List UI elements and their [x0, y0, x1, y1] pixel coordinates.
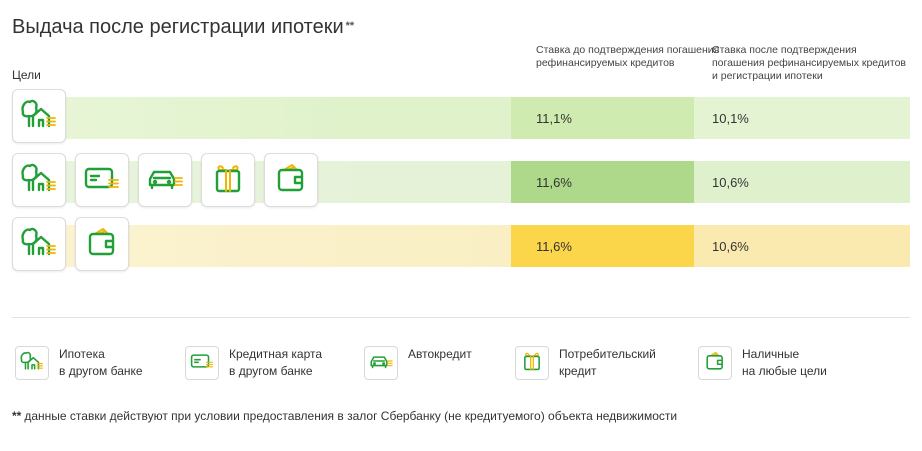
legend-item-car: Автокредит	[364, 346, 528, 380]
goal-tile-gift[interactable]	[201, 153, 255, 207]
gift-icon	[208, 160, 248, 201]
rate-after-cell: 10,6%	[694, 161, 910, 203]
mortgage-icon	[19, 160, 59, 201]
goal-tile-wallet[interactable]	[75, 217, 129, 271]
legend-line2: в другом банке	[229, 364, 313, 378]
legend-line1: Наличные	[742, 347, 800, 361]
legend-line1: Потребительский	[559, 347, 656, 361]
legend-icon-tile	[15, 346, 49, 380]
legend-item-credit-card: Кредитная карта в другом банке	[185, 346, 349, 380]
car-icon	[368, 349, 394, 378]
legend-item-gift: Потребительский кредит	[515, 346, 679, 380]
goals-label: Цели	[12, 68, 41, 82]
legend-line2: в другом банке	[59, 364, 143, 378]
legend-icon-tile	[364, 346, 398, 380]
legend-text: Ипотека в другом банке	[59, 346, 179, 380]
credit-card-icon	[189, 349, 215, 378]
legend-item-mortgage: Ипотека в другом банке	[15, 346, 179, 380]
rate-before-cell: 11,1%	[511, 97, 694, 139]
rate-row-1: 11,1% 10,1%	[12, 89, 910, 143]
legend-item-wallet: Наличные на любые цели	[698, 346, 862, 380]
mortgage-icon	[19, 96, 59, 137]
section-divider	[12, 317, 910, 318]
rate-before-value: 11,6%	[536, 238, 572, 254]
gift-icon	[519, 349, 545, 378]
rate-before-cell: 11,6%	[511, 161, 694, 203]
goal-tile-mortgage[interactable]	[12, 153, 66, 207]
legend-text: Кредитная карта в другом банке	[229, 346, 349, 380]
page-title-text: Выдача после регистрации ипотеки	[12, 16, 344, 38]
footnote-mark: **	[12, 409, 22, 423]
title-footnote-mark: **	[345, 20, 355, 32]
rate-row-3: 11,6% 10,6%	[12, 217, 910, 271]
rate-after-cell: 10,6%	[694, 225, 910, 267]
rate-after-value: 10,6%	[712, 174, 749, 190]
mortgage-icon	[19, 349, 45, 378]
wallet-icon	[82, 224, 122, 265]
legend-text: Наличные на любые цели	[742, 346, 862, 380]
goal-tile-wallet[interactable]	[264, 153, 318, 207]
rate-after-cell: 10,1%	[694, 97, 910, 139]
footnote-text: данные ставки действуют при условии пред…	[24, 409, 678, 423]
rate-after-value: 10,6%	[712, 238, 749, 254]
wallet-icon	[271, 160, 311, 201]
rate-before-value: 11,1%	[536, 110, 572, 126]
legend-icon-tile	[185, 346, 219, 380]
rate-after-value: 10,1%	[712, 110, 749, 126]
goal-tile-mortgage[interactable]	[12, 217, 66, 271]
credit-card-icon	[82, 160, 122, 201]
legend-text: Потребительский кредит	[559, 346, 679, 380]
legend-line1: Автокредит	[408, 347, 472, 361]
rate-before-cell: 11,6%	[511, 225, 694, 267]
footnote: ** данные ставки действуют при условии пр…	[12, 409, 677, 423]
legend-line1: Кредитная карта	[229, 347, 323, 361]
car-icon	[145, 160, 185, 201]
rate-before-value: 11,6%	[536, 174, 572, 190]
legend-line2: кредит	[559, 364, 597, 378]
goal-tile-car[interactable]	[138, 153, 192, 207]
legend-icon-tile	[515, 346, 549, 380]
wallet-icon	[702, 349, 728, 378]
column-header-rate-before: Ставка до подтверждения погашения рефина…	[536, 44, 720, 69]
goal-tile-credit-card[interactable]	[75, 153, 129, 207]
legend-icon-tile	[698, 346, 732, 380]
column-header-rate-after: Ставка после подтверждения погашения реф…	[712, 44, 906, 82]
page-title: Выдача после регистрации ипотеки **	[12, 16, 354, 39]
rate-row-2: 11,6% 10,6%	[12, 153, 910, 207]
legend-text: Автокредит	[408, 346, 528, 363]
mortgage-icon	[19, 224, 59, 265]
goal-tile-mortgage[interactable]	[12, 89, 66, 143]
legend-line1: Ипотека	[59, 347, 105, 361]
legend-line2: на любые цели	[742, 364, 827, 378]
